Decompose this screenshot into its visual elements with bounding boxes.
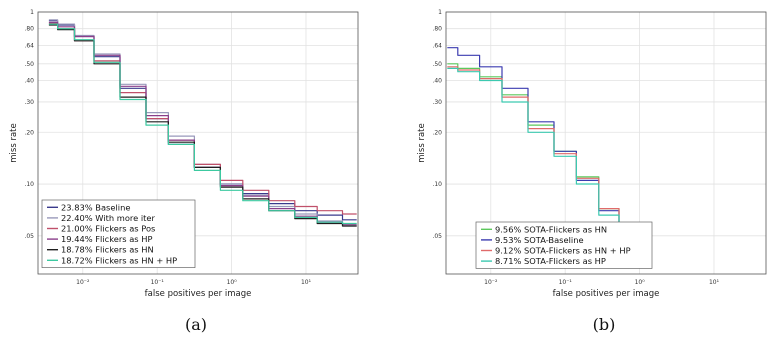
x-tick-label: 10⁻²	[76, 279, 90, 286]
x-tick-label: 10¹	[301, 279, 312, 286]
y-tick-label: .20	[432, 129, 442, 136]
x-tick-label: 10⁰	[227, 279, 238, 286]
y-tick-label: .30	[432, 99, 442, 106]
legend-entry: 23.83% Baseline	[61, 202, 130, 212]
y-tick-label: .05	[24, 233, 34, 240]
y-tick-label: 1	[438, 9, 442, 16]
y-axis-label: miss rate	[9, 123, 19, 162]
y-tick-label: .10	[432, 181, 442, 188]
chart-panel-2: 10⁻² 10⁻¹ 10⁰ 10¹ 1 .80 .64 .50 .40 .30 .20 .10 .05 f…	[417, 9, 767, 334]
x-tick-label: 10⁻¹	[151, 279, 165, 286]
series-line-6	[48, 23, 357, 225]
x-axis-label: false positives per image	[145, 289, 252, 299]
legend-entry: 9.12% SOTA-Flickers as HN + HP	[495, 246, 631, 256]
legend-entry: 18.78% Flickers as HN	[61, 245, 154, 255]
panel-caption: (b)	[593, 315, 616, 334]
legend-entry: 19.44% Flickers as HP	[61, 234, 153, 244]
legend-box	[475, 221, 653, 269]
legend-entry: 22.40% With more iter	[61, 213, 156, 223]
x-tick-label: 10⁰	[635, 279, 646, 286]
y-tick-label: .50	[24, 61, 34, 68]
y-tick-label: .10	[24, 181, 34, 188]
y-tick-label: .64	[432, 42, 442, 49]
y-tick-label: .64	[24, 42, 34, 49]
y-tick-label: .30	[24, 99, 34, 106]
y-tick-label: .50	[432, 61, 442, 68]
legend: 9.56% SOTA-Flickers as HN9.53% SOTA-Base…	[475, 221, 653, 269]
y-tick-label: .20	[24, 129, 34, 136]
x-tick-label: 10⁻¹	[559, 279, 573, 286]
y-tick-label: 1	[30, 9, 34, 16]
y-tick-label: .80	[432, 26, 442, 33]
axes-frame	[37, 11, 359, 275]
legend-entry: 9.56% SOTA-Flickers as HN	[495, 224, 607, 234]
legend-entry: 21.00% Flickers as Pos	[61, 224, 155, 234]
x-tick-label: 10⁻²	[484, 279, 498, 286]
y-tick-label: .80	[24, 26, 34, 33]
x-tick-label: 10¹	[709, 279, 720, 286]
y-tick-label: .05	[432, 233, 442, 240]
y-axis-label: miss rate	[417, 123, 427, 162]
chart-panel-1: 10⁻² 10⁻¹ 10⁰ 10¹ 1 .80 .64 .50 .40 .30 .20 .10 .05 f…	[9, 9, 359, 334]
axes-frame	[445, 11, 767, 275]
y-tick-label: .40	[24, 77, 34, 84]
x-axis-label: false positives per image	[553, 289, 660, 299]
legend-box	[41, 199, 196, 268]
legend-entry: 18.72% Flickers as HN + HP	[61, 255, 177, 265]
y-tick-label: .40	[432, 77, 442, 84]
legend-entry: 9.53% SOTA-Baseline	[495, 235, 584, 245]
panel-caption: (a)	[185, 315, 207, 334]
legend-entry: 8.71% SOTA-Flickers as HP	[495, 256, 606, 266]
